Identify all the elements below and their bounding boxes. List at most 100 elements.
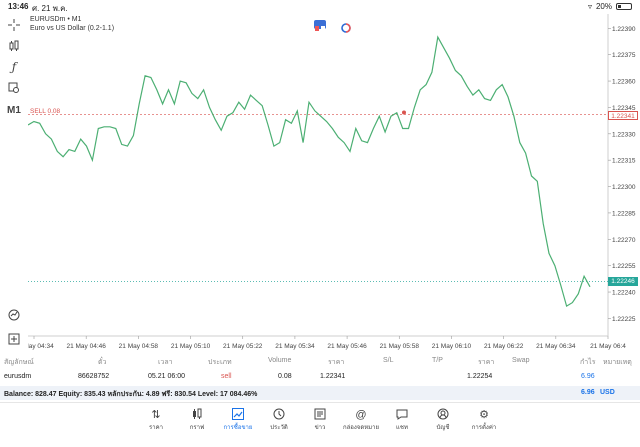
account-icon xyxy=(423,408,463,422)
x-tick-label: 21 May 05:22 xyxy=(223,343,263,350)
status-date: ศ. 21 พ.ค. xyxy=(32,4,68,13)
indicators-icon[interactable] xyxy=(4,37,24,55)
nav-trade[interactable]: การซื้อขาย xyxy=(218,408,258,432)
x-tick-label: 21 May 06:4 xyxy=(590,343,626,350)
chart-icon xyxy=(177,408,217,422)
chart-settings-icon[interactable] xyxy=(340,20,352,33)
header-comment: หมายเหตุ xyxy=(603,359,632,366)
position-type: sell xyxy=(221,373,232,380)
timeframe-button[interactable]: M1 xyxy=(7,104,21,116)
header-current-price: ราคา xyxy=(478,359,495,366)
nav-history[interactable]: ประวัติ xyxy=(259,408,299,432)
x-tick-label: 21 May 06:10 xyxy=(432,343,472,350)
trade-icon xyxy=(218,408,258,422)
nav-chart-label: กราฟ xyxy=(189,425,205,431)
y-tick-label: 1.22375 xyxy=(612,52,636,59)
nav-account[interactable]: บัญชี xyxy=(423,408,463,432)
x-tick-label: 21 May 04:34 xyxy=(28,343,54,350)
crosshair-icon[interactable] xyxy=(4,16,24,34)
history-icon xyxy=(259,408,299,422)
position-symbol: eurusdm xyxy=(4,373,32,380)
positions-header: สัญลักษณ์ ตั๋ว เวลา ประเภท Volume ราคา S… xyxy=(0,354,640,368)
news-icon xyxy=(300,408,340,422)
y-tick-label: 1.22300 xyxy=(612,184,636,191)
position-ticket: 86628752 xyxy=(78,373,110,380)
header-volume: Volume xyxy=(268,357,292,364)
header-swap: Swap xyxy=(512,357,530,364)
y-tick-label: 1.22360 xyxy=(612,79,636,86)
position-time: 05.21 06:00 xyxy=(148,373,185,380)
nav-quotes-label: ราคา xyxy=(149,425,163,431)
x-tick-label: 21 May 06:22 xyxy=(484,343,524,350)
header-time: เวลา xyxy=(158,359,173,366)
status-time: 13:46 xyxy=(8,2,29,11)
nav-mailbox-label: กล่องจดหมาย xyxy=(342,425,380,431)
header-sl: S/L xyxy=(383,357,394,364)
header-type: ประเภท xyxy=(208,359,232,366)
y-tick-label: 1.22390 xyxy=(612,26,636,33)
total-profit: 6.96 xyxy=(581,389,595,396)
battery-percent: 20% xyxy=(595,2,612,11)
x-tick-label: 21 May 05:58 xyxy=(380,343,420,350)
sell-entry-marker xyxy=(402,110,406,115)
account-currency: USD xyxy=(600,389,615,396)
y-tick-label: 1.22315 xyxy=(612,158,636,165)
position-current-price: 1.22254 xyxy=(467,373,493,380)
x-tick-label: 21 May 06:34 xyxy=(536,343,576,350)
chart-symbol: EURUSDm • M1 xyxy=(30,16,82,23)
position-profit: 6.96 xyxy=(581,373,595,380)
nav-news-label: ข่าว xyxy=(314,425,326,431)
price-chart[interactable]: 1.22390 1.22375 1.22360 1.22345 1.22330 1.223… xyxy=(28,14,640,354)
objects-icon[interactable] xyxy=(4,79,24,97)
gear-icon: ⚙ xyxy=(479,409,489,421)
nav-trade-label: การซื้อขาย xyxy=(223,425,253,431)
y-tick-label: 1.22285 xyxy=(612,210,636,217)
position-row[interactable]: eurusdm 86628752 05.21 06:00 sell 0.08 1… xyxy=(0,370,640,384)
nav-account-label: บัญชี xyxy=(436,425,450,431)
new-order-icon[interactable] xyxy=(4,330,24,348)
nav-mailbox[interactable]: @ กล่องจดหมาย xyxy=(341,408,381,432)
status-right: ▿ 20% xyxy=(588,2,632,11)
nav-quotes[interactable]: ⇅ ราคา xyxy=(136,408,176,432)
x-tick-label: 21 May 04:58 xyxy=(119,343,159,350)
balance-bar: Balance: 828.47 Equity: 835.43 หลักประกั… xyxy=(0,386,640,400)
header-ticket: ตั๋ว xyxy=(98,359,107,366)
y-tick-label: 1.22330 xyxy=(612,131,636,138)
x-tick-label: 21 May 05:10 xyxy=(171,343,211,350)
current-price-tag: 1.22246 xyxy=(608,277,638,286)
y-tick-label: 1.22225 xyxy=(612,316,636,323)
header-profit: กำไร xyxy=(580,359,596,366)
balance-summary: Balance: 828.47 Equity: 835.43 หลักประกั… xyxy=(4,391,258,398)
quotes-icon: ⇅ xyxy=(151,409,161,421)
chart-toolbar: ƒ M1 xyxy=(0,14,28,354)
nav-settings[interactable]: ⚙ การตั้งค่า xyxy=(464,408,504,432)
chart-info: EURUSDm • M1 Euro vs US Dollar (0.2-1.1) xyxy=(30,15,114,33)
header-price: ราคา xyxy=(328,359,345,366)
header-tp: T/P xyxy=(432,357,443,364)
nav-chat[interactable]: แชท xyxy=(382,408,422,432)
chart-description: Euro vs US Dollar (0.2-1.1) xyxy=(30,25,115,32)
x-tick-label: 21 May 04:46 xyxy=(66,343,106,350)
position-volume: 0.08 xyxy=(278,373,292,380)
battery-icon xyxy=(616,3,632,10)
y-tick-label: 1.22240 xyxy=(612,290,636,297)
bottom-nav: ⇅ ราคา กราฟ การซื้อขาย ประวัติ ข่าว @ กล… xyxy=(0,402,640,447)
nav-history-label: ประวัติ xyxy=(270,425,288,431)
at-icon: @ xyxy=(355,409,367,421)
x-tick-label: 21 May 05:46 xyxy=(327,343,367,350)
zoom-chart-icon[interactable] xyxy=(4,306,24,324)
open-price-tag: 1.22341 xyxy=(608,111,638,120)
function-icon[interactable]: ƒ xyxy=(11,60,17,74)
wifi-icon: ▿ xyxy=(587,2,592,11)
position-price: 1.22341 xyxy=(320,373,346,380)
y-tick-label: 1.22255 xyxy=(612,263,636,270)
one-click-trading-button[interactable] xyxy=(314,20,326,31)
sell-order-label: SELL 0.08 xyxy=(30,108,61,115)
nav-chart[interactable]: กราฟ xyxy=(177,408,217,432)
status-bar: 13:46 ศ. 21 พ.ค. ▿ 20% xyxy=(0,0,640,14)
nav-chat-label: แชท xyxy=(396,425,408,431)
x-tick-label: 21 May 05:34 xyxy=(275,343,315,350)
nav-news[interactable]: ข่าว xyxy=(300,408,340,432)
nav-settings-label: การตั้งค่า xyxy=(471,425,497,431)
y-tick-label: 1.22270 xyxy=(612,237,636,244)
